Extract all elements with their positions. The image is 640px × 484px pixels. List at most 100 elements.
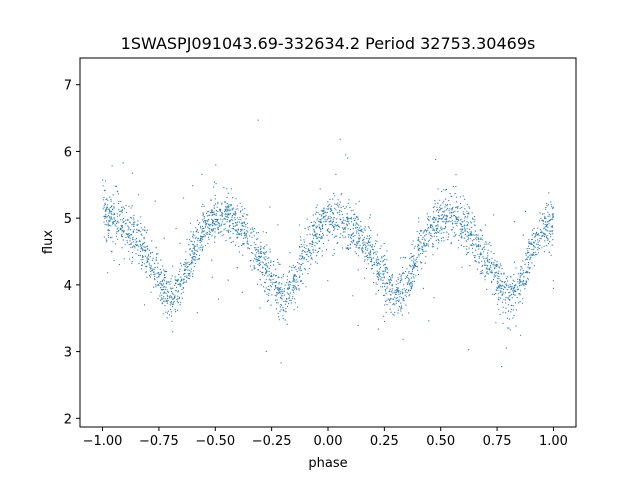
data-point: [193, 231, 195, 233]
data-point: [397, 289, 399, 291]
data-point: [310, 263, 312, 265]
data-point: [471, 222, 473, 224]
data-point: [513, 273, 515, 276]
data-point: [189, 275, 191, 277]
data-point: [328, 204, 330, 206]
data-point: [193, 247, 195, 249]
data-point: [481, 265, 483, 267]
data-point: [116, 232, 118, 234]
data-point: [167, 298, 169, 300]
data-point: [300, 264, 302, 266]
data-point: [214, 218, 216, 220]
data-point: [476, 234, 478, 236]
data-point: [550, 233, 552, 236]
data-point: [112, 223, 114, 225]
data-point: [358, 200, 360, 202]
data-point: [317, 212, 319, 214]
data-point: [519, 281, 521, 283]
x-tick-label: −1.00: [83, 434, 123, 449]
data-point: [224, 201, 226, 203]
data-point: [477, 234, 479, 236]
data-point: [150, 273, 152, 275]
data-point: [418, 247, 420, 249]
data-point: [272, 264, 274, 266]
data-point: [378, 273, 380, 275]
data-point: [318, 224, 320, 226]
data-point: [446, 205, 448, 207]
data-point: [237, 229, 239, 231]
data-point: [335, 221, 337, 224]
data-point: [315, 236, 317, 238]
data-point: [533, 228, 535, 230]
data-point: [379, 268, 381, 270]
data-point: [544, 226, 547, 228]
data-point: [458, 234, 460, 237]
data-point: [280, 303, 282, 306]
data-point: [453, 232, 455, 234]
data-point: [524, 288, 526, 290]
data-point: [412, 267, 414, 269]
data-point: [103, 215, 105, 218]
data-point: [549, 236, 552, 238]
data-point: [236, 205, 238, 207]
data-point: [202, 214, 204, 216]
data-point: [316, 238, 318, 240]
data-point: [418, 255, 420, 257]
data-point: [241, 225, 243, 227]
data-point: [118, 209, 120, 211]
data-point: [191, 256, 194, 258]
data-point: [199, 249, 201, 251]
data-point: [261, 261, 263, 263]
data-point: [540, 217, 542, 219]
data-point: [342, 247, 344, 249]
data-point: [372, 249, 374, 251]
data-point: [548, 251, 551, 253]
data-point: [364, 256, 366, 258]
data-point: [504, 280, 506, 283]
data-point: [267, 266, 269, 268]
data-point: [343, 223, 345, 225]
data-point: [244, 231, 246, 233]
data-point: [285, 311, 287, 313]
data-point: [327, 239, 330, 241]
data-point: [292, 278, 295, 280]
data-point: [227, 215, 229, 217]
data-point: [162, 284, 164, 286]
data-point: [289, 265, 291, 267]
data-point: [199, 222, 201, 224]
data-point: [184, 268, 186, 270]
data-point: [501, 294, 503, 296]
data-point: [400, 302, 402, 304]
data-point: [170, 302, 172, 304]
data-point: [298, 269, 300, 271]
data-point: [436, 229, 438, 232]
data-point: [482, 247, 484, 249]
data-point: [316, 262, 318, 264]
data-point: [193, 241, 195, 243]
data-point: [276, 299, 278, 301]
data-point: [548, 213, 550, 215]
data-point: [109, 217, 111, 219]
data-point: [121, 247, 123, 249]
data-point: [116, 230, 118, 233]
data-point: [472, 234, 474, 236]
data-point: [136, 224, 138, 226]
data-point: [259, 261, 261, 263]
data-point: [533, 244, 535, 247]
data-point: [454, 193, 456, 195]
data-point: [320, 221, 322, 223]
data-point: [402, 256, 404, 258]
data-point: [331, 223, 333, 225]
data-point: [122, 230, 124, 232]
data-point: [517, 273, 520, 275]
data-point: [277, 312, 279, 314]
data-point: [200, 239, 202, 241]
data-point: [160, 289, 162, 291]
data-point: [238, 218, 240, 221]
data-point: [237, 232, 239, 234]
data-point: [397, 287, 399, 289]
data-point: [448, 199, 450, 202]
data-point: [299, 236, 302, 238]
data-point: [309, 233, 311, 235]
